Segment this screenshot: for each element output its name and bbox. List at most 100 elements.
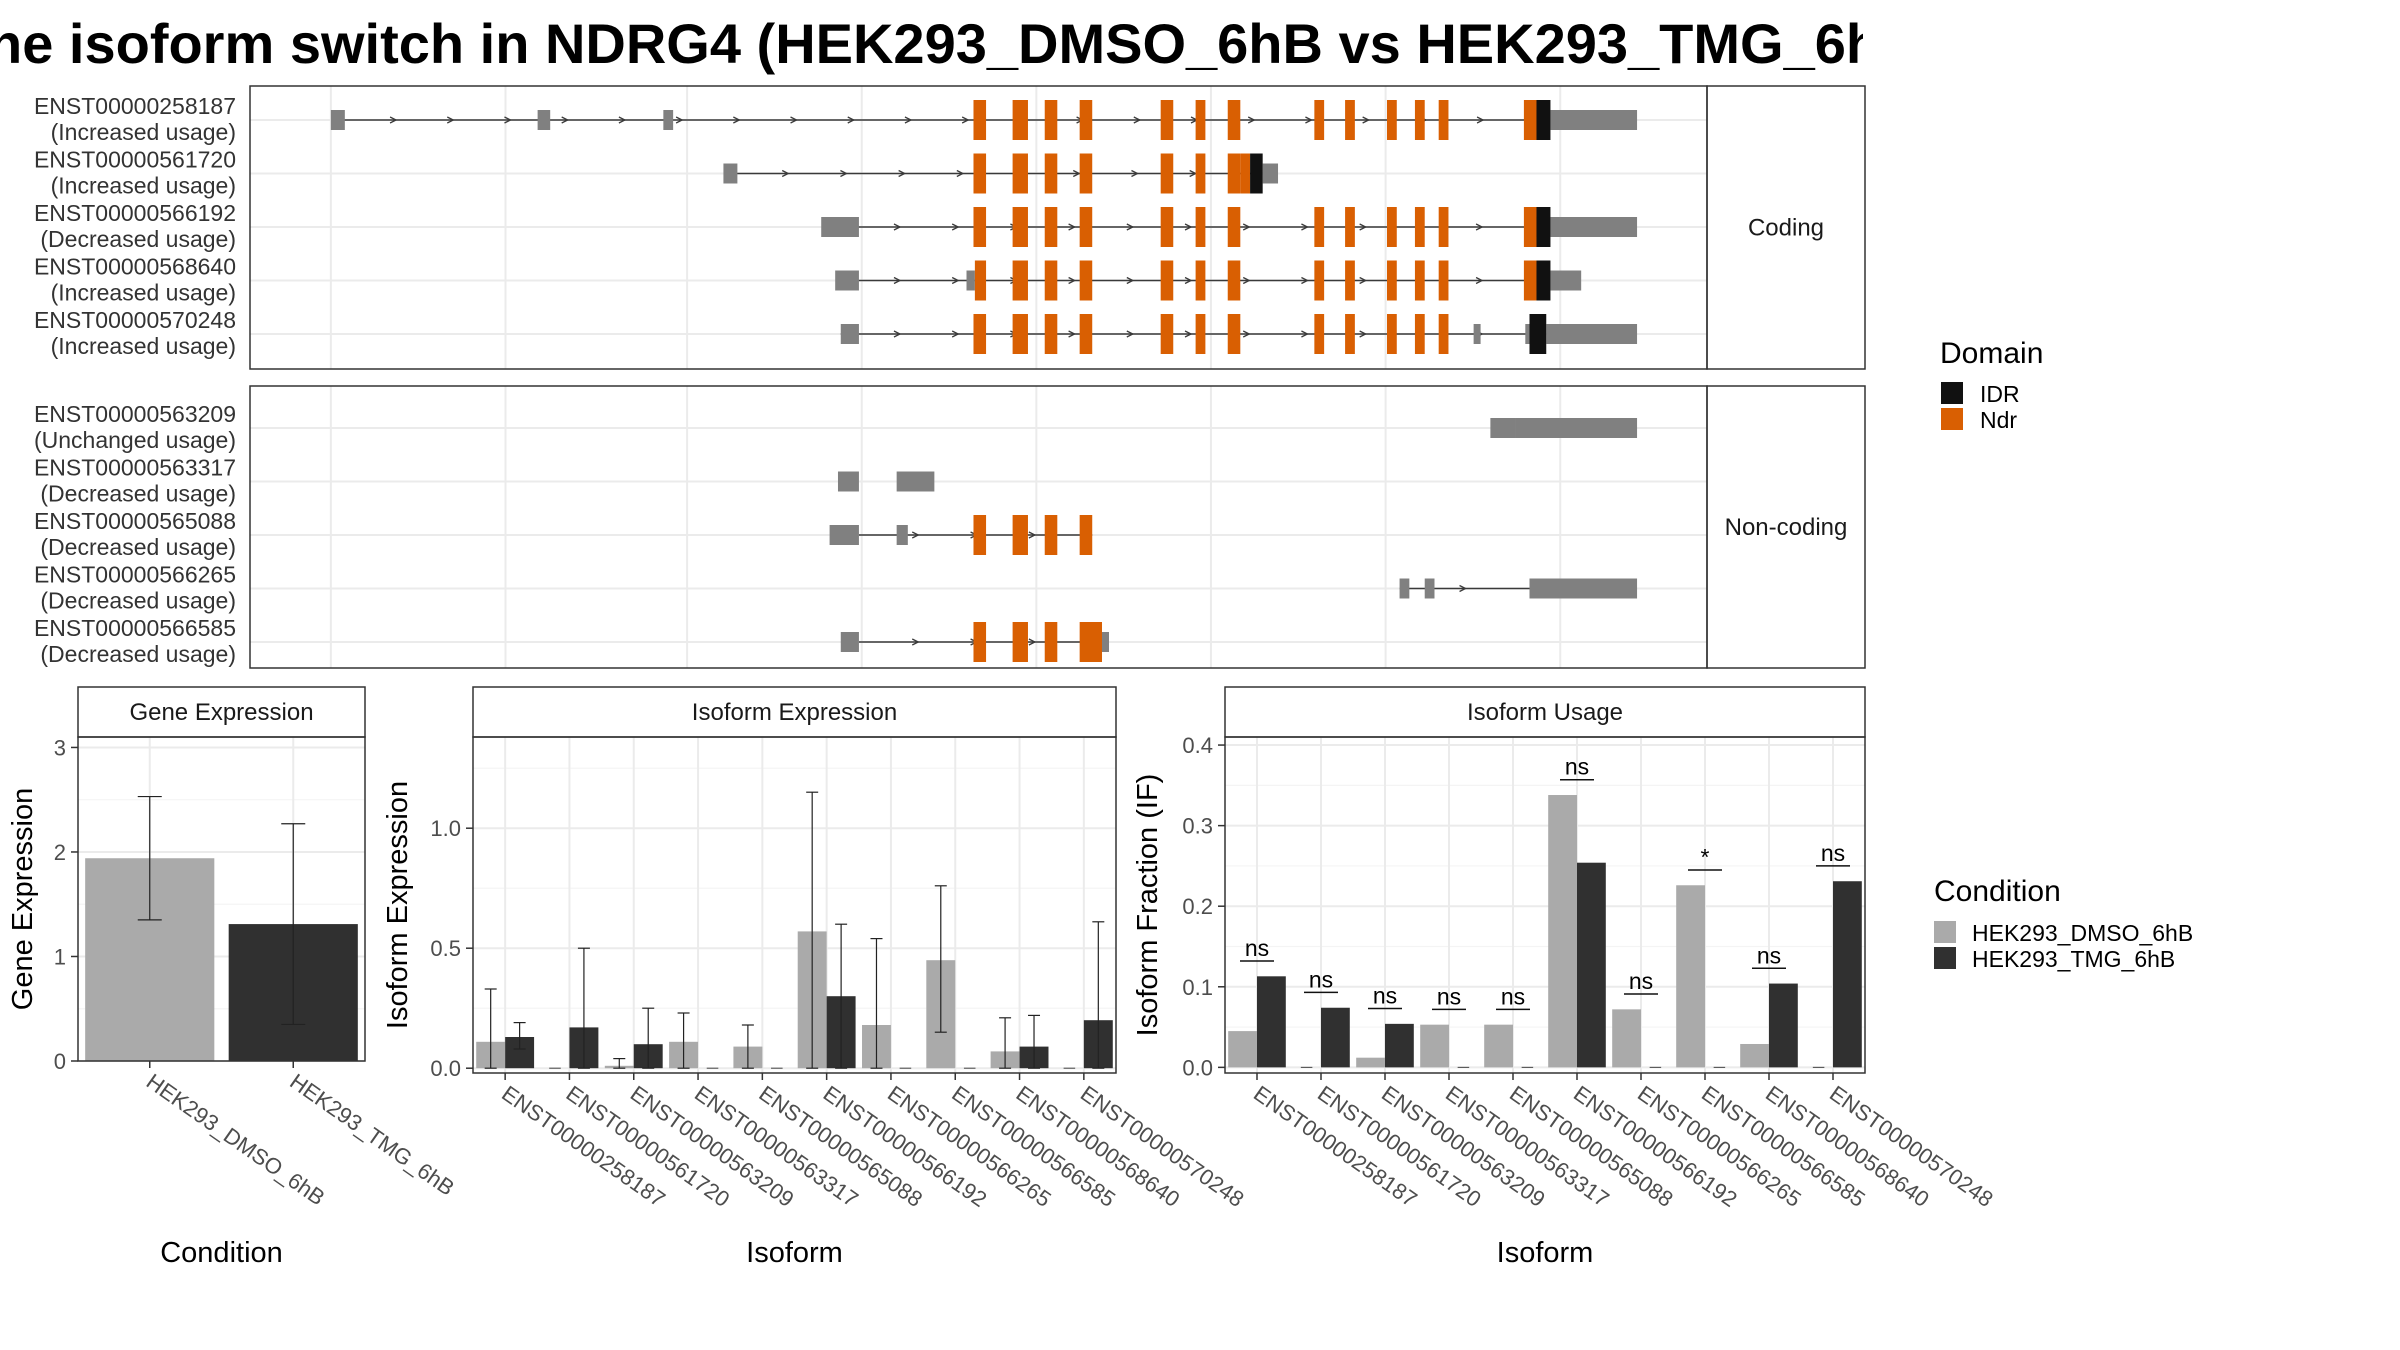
ndr-domain-exon <box>1012 100 1028 140</box>
utr-exon <box>1424 578 1435 599</box>
page-title: he isoform switch in NDRG4 (HEK293_DMSO_… <box>0 12 1863 75</box>
ndr-domain-exon <box>1079 314 1093 354</box>
ndr-domain-exon <box>973 622 987 662</box>
utr-exon <box>840 632 859 652</box>
intron-direction-arrow <box>904 116 913 124</box>
domain-legend-label: IDR <box>1980 381 2020 407</box>
intron-direction-arrow <box>1072 169 1081 178</box>
ndr-domain-exon <box>1438 260 1449 301</box>
ndr-domain-exon <box>1438 100 1449 140</box>
transcript-status-label: (Increased usage) <box>51 119 236 145</box>
transcript-id-label: ENST00000563209 <box>34 401 236 427</box>
ndr-domain-exon <box>1079 260 1093 301</box>
utr-exon <box>1550 217 1638 237</box>
ndr-domain-exon <box>1314 260 1325 301</box>
intron-direction-arrow <box>951 330 960 338</box>
ndr-domain-exon <box>1012 260 1028 301</box>
isoform-usage-bar <box>1612 1009 1641 1068</box>
isoform-usage-annotation-label: ns <box>1373 983 1397 1009</box>
ndr-domain-exon <box>1438 314 1449 354</box>
utr-exon <box>1399 578 1410 599</box>
isoform-expression-ytick-label: 0.0 <box>430 1056 461 1081</box>
ndr-domain-exon <box>1345 100 1355 140</box>
transcript-status-label: (Decreased usage) <box>40 534 236 560</box>
intron-direction-arrow <box>1126 223 1135 231</box>
condition-legend-label: HEK293_TMG_6hB <box>1972 946 2175 972</box>
isoform-usage-title-strip-label: Isoform Usage <box>1467 699 1623 726</box>
isoform-usage-ytick-label: 0.4 <box>1182 733 1213 758</box>
intron-direction-arrow <box>781 169 790 178</box>
intron-direction-arrow <box>1242 330 1251 338</box>
ndr-domain-exon <box>1079 153 1093 194</box>
isoform-usage-bar <box>1228 1031 1257 1068</box>
intron-direction-arrow <box>675 116 684 124</box>
idr-domain-exon <box>1536 100 1551 140</box>
ndr-domain-exon <box>1314 100 1325 140</box>
ndr-domain-exon <box>974 260 987 301</box>
idr-domain-exon <box>1536 260 1551 301</box>
idr-domain-exon <box>1536 207 1551 247</box>
intron-direction-arrow <box>911 531 920 539</box>
ndr-domain-exon <box>1079 100 1093 140</box>
condition-legend-swatch <box>1934 947 1956 969</box>
intron-direction-arrow <box>446 116 455 124</box>
intron-direction-arrow <box>561 116 570 124</box>
isoform-expression-xaxis-title: Isoform <box>746 1237 843 1269</box>
ndr-domain-exon <box>1386 100 1397 140</box>
ndr-domain-exon <box>1414 314 1425 354</box>
ndr-domain-exon <box>973 153 987 194</box>
intron-direction-arrow <box>1028 638 1037 646</box>
intron-direction-arrow <box>893 330 902 338</box>
isoform-expression-panel <box>472 736 1117 1074</box>
utr-exon <box>1102 632 1109 652</box>
intron-direction-arrow <box>504 116 512 124</box>
transcript-id-label: ENST00000568640 <box>34 254 236 280</box>
ndr-domain-exon <box>1523 207 1537 247</box>
isoform-usage-bar <box>1356 1057 1385 1068</box>
intron-direction-arrow <box>1184 223 1193 231</box>
ndr-domain-exon <box>1227 100 1241 140</box>
transcript-id-label: ENST00000570248 <box>34 307 236 333</box>
condition-legend-label: HEK293_DMSO_6hB <box>1972 920 2193 946</box>
utr-exon <box>537 110 551 130</box>
transcript-status-label: (Decreased usage) <box>40 641 236 667</box>
isoform-usage-bar <box>1548 795 1577 1068</box>
isoform-usage-annotation-label: ns <box>1565 754 1589 780</box>
ndr-domain-exon <box>1044 207 1058 247</box>
transcript-status-label: (Increased usage) <box>51 173 236 199</box>
intron-direction-arrow <box>1359 276 1368 285</box>
ndr-domain-exon <box>1345 314 1355 354</box>
intron-direction-arrow <box>1247 116 1256 124</box>
ndr-domain-exon <box>1012 153 1028 194</box>
ndr-domain-exon <box>1012 314 1028 354</box>
utr-exon <box>1550 270 1582 291</box>
isoform-usage-annotation-label: ns <box>1245 935 1269 961</box>
isoform-usage-ytick-label: 0.1 <box>1182 975 1213 1000</box>
ndr-domain-exon <box>1079 622 1103 662</box>
ndr-domain-exon <box>973 207 987 247</box>
utr-exon <box>896 525 908 545</box>
ndr-domain-exon <box>973 314 987 354</box>
ndr-domain-exon <box>1044 100 1058 140</box>
facet-strip-noncoding <box>1706 385 1866 669</box>
intron-direction-arrow <box>893 276 902 285</box>
isoform-usage-annotation-label: ns <box>1501 983 1525 1009</box>
isoform-usage-bar <box>1740 1043 1769 1068</box>
intron-direction-arrow <box>733 116 741 124</box>
intron-direction-arrow <box>618 116 627 124</box>
utr-exon <box>966 270 975 291</box>
ndr-domain-exon <box>1012 207 1028 247</box>
intron-direction-arrow <box>1131 169 1139 178</box>
gene-expression-ytick-label: 0 <box>54 1049 66 1074</box>
isoform-usage-bar <box>1321 1007 1350 1068</box>
transcript-status-label: (Increased usage) <box>51 333 236 359</box>
isoform-usage-bar <box>1385 1023 1414 1068</box>
ndr-domain-exon <box>1160 100 1174 140</box>
isoform-usage-annotation-label: * <box>1701 844 1710 870</box>
intron-direction-arrow <box>1476 116 1485 124</box>
intron-direction-arrow <box>1126 276 1135 285</box>
intron-direction-arrow <box>951 223 960 231</box>
intron-direction-arrow <box>1459 584 1467 593</box>
domain-legend-swatch <box>1941 382 1963 404</box>
gene-expression-panel <box>77 736 366 1062</box>
